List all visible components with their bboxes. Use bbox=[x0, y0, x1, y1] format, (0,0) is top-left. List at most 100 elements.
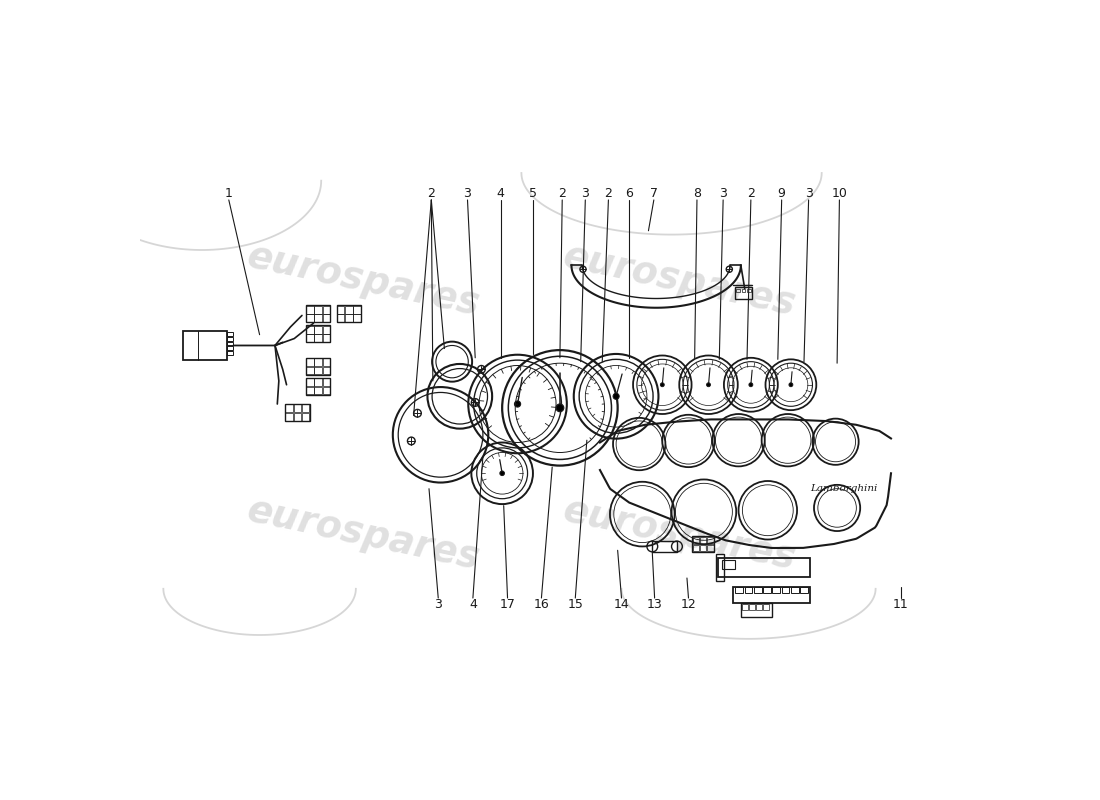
Bar bbox=[306, 386, 313, 394]
Bar bbox=[791, 587, 799, 594]
Bar bbox=[745, 587, 752, 594]
Bar bbox=[285, 404, 293, 412]
Text: 15: 15 bbox=[568, 598, 583, 610]
Bar bbox=[228, 346, 233, 350]
Bar bbox=[322, 358, 330, 366]
Text: 5: 5 bbox=[529, 187, 537, 200]
Bar bbox=[754, 587, 761, 594]
Bar bbox=[707, 537, 714, 544]
Text: 2: 2 bbox=[605, 187, 613, 200]
Bar bbox=[337, 306, 344, 314]
Text: Lamborghini: Lamborghini bbox=[810, 484, 878, 493]
Bar bbox=[717, 558, 810, 578]
Bar bbox=[315, 334, 322, 342]
Bar bbox=[306, 334, 313, 342]
Circle shape bbox=[515, 401, 520, 407]
Bar bbox=[306, 314, 313, 322]
Text: 14: 14 bbox=[614, 598, 629, 610]
Bar bbox=[742, 604, 748, 610]
Bar bbox=[285, 404, 310, 421]
Bar bbox=[747, 289, 751, 292]
Bar bbox=[322, 306, 330, 314]
Bar bbox=[306, 378, 313, 386]
Text: 8: 8 bbox=[693, 187, 701, 200]
Bar bbox=[315, 366, 322, 374]
Bar bbox=[306, 326, 313, 334]
Text: eurospares: eurospares bbox=[560, 238, 799, 323]
Bar bbox=[733, 587, 810, 602]
Bar bbox=[735, 287, 751, 298]
Bar bbox=[693, 537, 700, 544]
Text: 9: 9 bbox=[778, 187, 785, 200]
Circle shape bbox=[789, 383, 793, 386]
Bar bbox=[337, 314, 344, 322]
Bar bbox=[306, 366, 313, 374]
Bar bbox=[692, 537, 714, 552]
Bar bbox=[736, 587, 744, 594]
Text: 2: 2 bbox=[747, 187, 755, 200]
Bar bbox=[306, 326, 330, 342]
Text: 7: 7 bbox=[650, 187, 658, 200]
Bar bbox=[322, 326, 330, 334]
Bar bbox=[306, 378, 330, 394]
Bar bbox=[294, 404, 301, 412]
Bar bbox=[337, 306, 361, 322]
Circle shape bbox=[613, 394, 619, 399]
Bar bbox=[306, 306, 330, 322]
Bar bbox=[652, 541, 676, 552]
Bar bbox=[772, 587, 780, 594]
Bar bbox=[353, 314, 361, 322]
Text: 2: 2 bbox=[559, 187, 566, 200]
Bar bbox=[322, 314, 330, 322]
Bar bbox=[315, 314, 322, 322]
Bar bbox=[315, 386, 322, 394]
Bar bbox=[322, 378, 330, 386]
Text: 4: 4 bbox=[469, 598, 476, 610]
Bar bbox=[345, 306, 353, 314]
Bar bbox=[306, 358, 330, 374]
Text: 1: 1 bbox=[224, 187, 233, 200]
Bar bbox=[345, 314, 353, 322]
Bar bbox=[722, 559, 736, 569]
Circle shape bbox=[660, 383, 664, 386]
Bar bbox=[183, 331, 228, 360]
Bar bbox=[306, 358, 313, 366]
Bar bbox=[757, 604, 761, 610]
Text: 13: 13 bbox=[647, 598, 662, 610]
Circle shape bbox=[499, 471, 505, 476]
Bar bbox=[741, 602, 772, 617]
Bar bbox=[315, 306, 322, 314]
Text: 6: 6 bbox=[625, 187, 634, 200]
Bar bbox=[763, 604, 769, 610]
Text: 3: 3 bbox=[463, 187, 472, 200]
Bar bbox=[228, 342, 233, 346]
Bar bbox=[693, 545, 700, 551]
Bar bbox=[228, 351, 233, 354]
Text: 11: 11 bbox=[893, 598, 909, 610]
Bar bbox=[749, 604, 755, 610]
Bar bbox=[315, 358, 322, 366]
Text: 3: 3 bbox=[719, 187, 727, 200]
Bar bbox=[285, 413, 293, 421]
Bar bbox=[315, 378, 322, 386]
Bar bbox=[228, 337, 233, 341]
Circle shape bbox=[749, 383, 752, 386]
Bar bbox=[322, 386, 330, 394]
Text: eurospares: eurospares bbox=[244, 493, 483, 577]
Bar bbox=[353, 306, 361, 314]
Text: eurospares: eurospares bbox=[560, 493, 799, 577]
Text: eurospares: eurospares bbox=[244, 238, 483, 323]
Bar bbox=[315, 326, 322, 334]
Bar bbox=[707, 545, 714, 551]
Bar bbox=[736, 289, 740, 292]
Bar bbox=[228, 332, 233, 336]
Text: 10: 10 bbox=[832, 187, 847, 200]
Bar bbox=[716, 554, 724, 581]
Text: 4: 4 bbox=[497, 187, 505, 200]
Text: 12: 12 bbox=[681, 598, 696, 610]
Circle shape bbox=[706, 383, 711, 386]
Bar bbox=[322, 334, 330, 342]
Bar bbox=[301, 404, 309, 412]
Bar bbox=[700, 545, 706, 551]
Bar bbox=[800, 587, 807, 594]
